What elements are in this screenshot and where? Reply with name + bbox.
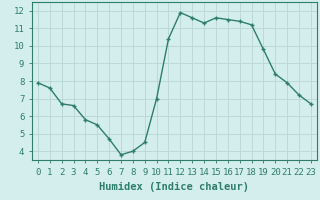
X-axis label: Humidex (Indice chaleur): Humidex (Indice chaleur) — [100, 182, 249, 192]
